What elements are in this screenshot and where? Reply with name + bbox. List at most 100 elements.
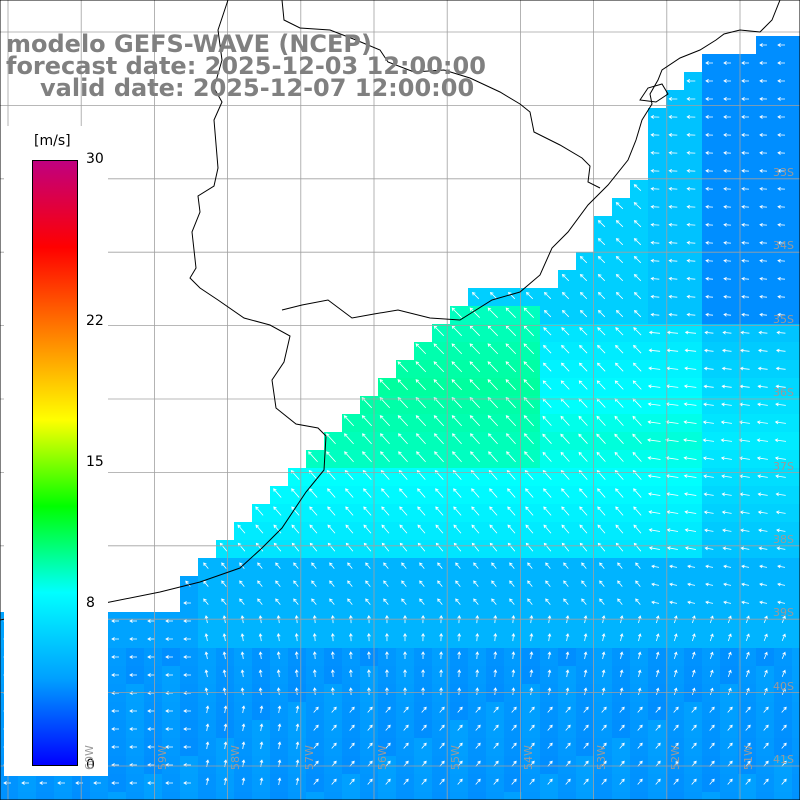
wind-arrow xyxy=(435,524,444,534)
wind-arrow xyxy=(777,169,786,173)
wind-speed-cell xyxy=(792,720,800,738)
wind-arrow xyxy=(129,691,137,695)
wind-speed-cell xyxy=(126,792,144,800)
wind-arrow xyxy=(365,598,371,605)
wind-arrow xyxy=(704,330,714,335)
wind-arrow xyxy=(579,309,588,318)
longitude-label: 53W xyxy=(595,745,609,770)
wind-arrow xyxy=(313,778,319,785)
wind-arrow xyxy=(469,433,480,445)
wind-arrow xyxy=(111,709,119,713)
wind-arrow xyxy=(363,542,372,552)
wind-arrow xyxy=(475,669,480,678)
wind-arrow xyxy=(727,706,733,713)
wind-arrow xyxy=(183,655,191,659)
wind-speed-cell xyxy=(792,162,800,180)
wind-arrow xyxy=(183,619,191,623)
wind-arrow xyxy=(720,438,733,443)
wind-arrow xyxy=(709,633,714,642)
wind-arrow xyxy=(347,580,353,587)
wind-arrow xyxy=(397,361,409,373)
wind-arrow xyxy=(655,687,660,696)
wind-arrow xyxy=(709,778,715,785)
wind-arrow xyxy=(704,546,714,551)
wind-arrow xyxy=(759,115,768,119)
wind-arrow xyxy=(597,291,606,300)
wind-arrow xyxy=(311,598,317,605)
wind-arrow xyxy=(648,510,661,515)
wind-arrow xyxy=(581,562,587,569)
wind-arrow xyxy=(777,133,786,137)
wind-arrow xyxy=(668,240,678,245)
wind-arrow xyxy=(673,778,679,785)
wind-arrow xyxy=(723,258,732,263)
wind-arrow xyxy=(741,97,750,101)
wind-arrow xyxy=(493,706,499,713)
wind-arrow xyxy=(668,276,678,281)
wind-arrow xyxy=(509,562,515,569)
wind-arrow xyxy=(723,79,732,83)
wind-arrow xyxy=(203,562,209,569)
wind-speed-cell xyxy=(414,792,432,800)
wind-arrow xyxy=(273,506,282,516)
wind-arrow xyxy=(703,474,714,479)
wind-arrow xyxy=(723,61,731,65)
wind-arrow xyxy=(565,687,570,696)
wind-arrow xyxy=(723,186,732,191)
wind-arrow xyxy=(291,506,300,516)
wind-arrow xyxy=(684,330,697,335)
wind-arrow xyxy=(686,150,696,155)
wind-arrow xyxy=(309,524,318,534)
model-title: modelo GEFS-WAVE (NCEP) xyxy=(6,30,372,58)
wind-arrow xyxy=(758,546,768,551)
wind-arrow xyxy=(781,742,787,749)
wind-arrow xyxy=(331,742,337,749)
wind-arrow xyxy=(581,580,587,587)
wind-arrow xyxy=(709,724,715,731)
wind-arrow xyxy=(651,600,660,605)
wind-arrow xyxy=(183,601,191,605)
wind-arrow xyxy=(777,204,786,209)
wind-arrow xyxy=(757,402,768,407)
wind-arrow xyxy=(704,528,714,533)
wind-arrow xyxy=(648,546,660,551)
wind-arrow xyxy=(759,312,768,317)
wind-arrow xyxy=(705,115,714,119)
wind-arrow xyxy=(721,366,732,371)
wind-arrow xyxy=(650,204,660,209)
wind-arrow xyxy=(741,186,750,191)
latitude-label: 33S xyxy=(773,166,794,179)
wind-arrow xyxy=(763,724,769,731)
wind-arrow xyxy=(637,778,643,785)
wind-arrow xyxy=(347,562,353,569)
wind-arrow xyxy=(403,633,407,642)
wind-arrow xyxy=(379,415,390,427)
wind-arrow xyxy=(741,169,750,173)
wind-arrow xyxy=(759,564,768,569)
wind-arrow xyxy=(709,742,715,749)
wind-arrow xyxy=(775,492,786,497)
wind-arrow xyxy=(650,294,660,299)
wind-arrow xyxy=(439,742,445,749)
wind-arrow xyxy=(597,524,606,534)
wind-arrow xyxy=(529,687,534,696)
wind-arrow xyxy=(705,600,714,605)
wind-arrow xyxy=(703,510,714,515)
wind-arrow xyxy=(295,741,300,750)
wind-speed-cell xyxy=(216,792,234,800)
wind-arrow xyxy=(722,546,732,551)
wind-arrow xyxy=(666,348,679,353)
wind-arrow xyxy=(759,276,768,281)
wind-arrow xyxy=(276,651,281,660)
wind-arrow xyxy=(758,528,768,533)
wind-arrow xyxy=(473,562,479,569)
wind-arrow xyxy=(776,330,786,335)
wind-arrow xyxy=(470,451,480,463)
wind-arrow xyxy=(403,651,407,659)
wind-arrow xyxy=(415,415,426,427)
wind-arrow xyxy=(276,687,281,696)
wind-arrow xyxy=(237,524,246,534)
wind-arrow xyxy=(259,723,264,732)
wind-arrow xyxy=(367,651,371,660)
wind-arrow xyxy=(545,580,551,587)
